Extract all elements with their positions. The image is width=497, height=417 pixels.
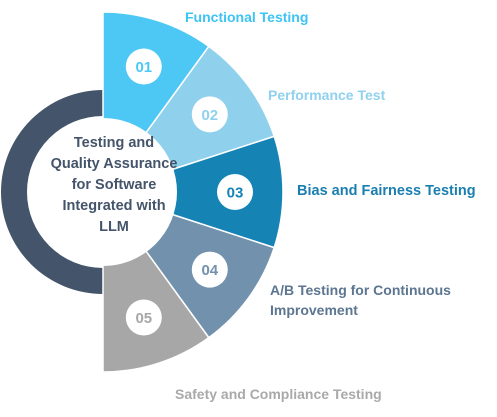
segment-03-badge (217, 174, 253, 210)
label-ab-testing: A/B Testing for Continuous Improvement (270, 282, 451, 318)
segment-02-number: 02 (201, 107, 218, 124)
segments-group: 01 02 03 04 05 (102, 11, 284, 373)
segment-01-number: 01 (135, 59, 152, 76)
label-safety-compliance-testing: Safety and Compliance Testing (175, 386, 382, 402)
segment-04-badge (191, 251, 228, 288)
label-functional-testing: Functional Testing (185, 9, 309, 25)
center-title: Testing and Quality Assurance for Softwa… (50, 135, 178, 235)
left-ring-arc (1, 90, 103, 294)
label-performance-test: Performance Test (268, 87, 386, 103)
label-bias-fairness-testing: Bias and Fairness Testing (297, 183, 476, 199)
center-circle (29, 118, 177, 266)
segment-04-number: 04 (201, 262, 218, 279)
segment-02-badge (191, 96, 228, 133)
segment-05-number: 05 (135, 310, 152, 327)
segment-01-badge (125, 48, 162, 85)
segment-03-number: 03 (227, 185, 244, 202)
segment-05-badge (125, 299, 162, 336)
